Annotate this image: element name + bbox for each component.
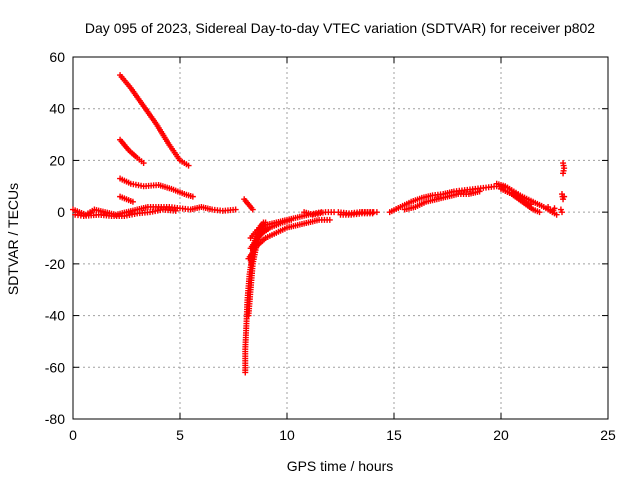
series-segment-13h [358,209,376,216]
data-point [258,227,265,234]
x-tick-label: 0 [69,427,77,443]
y-tick-label: 20 [49,152,65,168]
data-point [248,260,255,267]
data-point [558,209,565,216]
y-tick-label: 0 [57,204,65,220]
chart-title: Day 095 of 2023, Sidereal Day-to-day VTE… [85,20,595,36]
series-segment-9h [254,227,265,241]
data-point [140,160,147,167]
data-point [369,209,376,216]
data-point [189,193,196,200]
data-point [129,198,136,205]
gridlines [73,57,608,419]
data-point [527,201,534,208]
series-arc-low-a [117,193,136,205]
series-segment-8h [241,196,256,213]
y-tick-label: -80 [45,411,65,427]
series-arc-high-b [117,136,147,167]
x-axis-label: GPS time / hours [287,458,394,474]
x-tick-label: 10 [279,427,295,443]
data-point [242,369,249,376]
y-tick-label: -20 [45,256,65,272]
data-points [70,72,568,376]
series-late-segment-a [560,160,568,177]
series-decay-late-c [508,189,534,208]
y-tick-label: -40 [45,308,65,324]
data-point [553,211,560,218]
x-tick-label: 5 [176,427,184,443]
data-point [551,205,558,212]
axis-ticks: 0 5 10 15 20 25 -80 -60 -40 -20 0 20 40 60 [45,49,616,443]
x-tick-label: 25 [600,427,616,443]
y-tick-label: 40 [49,101,65,117]
data-point [245,312,252,319]
data-point [536,209,543,216]
series-late-segment-c [557,206,565,216]
y-tick-label: 60 [49,49,65,65]
data-point [249,206,256,213]
series-arc-mid [117,175,196,200]
x-tick-label: 15 [386,427,402,443]
data-point [326,216,333,223]
series-late-segment-b [558,191,568,203]
x-tick-label: 20 [493,427,509,443]
series-late-cluster [545,203,558,216]
series-arc-high-a [117,72,192,169]
data-point [561,193,568,200]
series-rise-late-b [401,188,483,213]
y-tick-label: -60 [45,359,65,375]
data-point [560,170,567,177]
y-axis-label: SDTVAR / TECUs [5,183,21,295]
data-point [476,188,483,195]
data-point [288,216,295,223]
data-point [185,162,192,169]
plot-area [72,56,609,420]
series-segment-10h [301,209,338,218]
data-point [172,207,179,214]
series-baseline-early-2 [72,206,179,220]
data-point [232,206,239,213]
